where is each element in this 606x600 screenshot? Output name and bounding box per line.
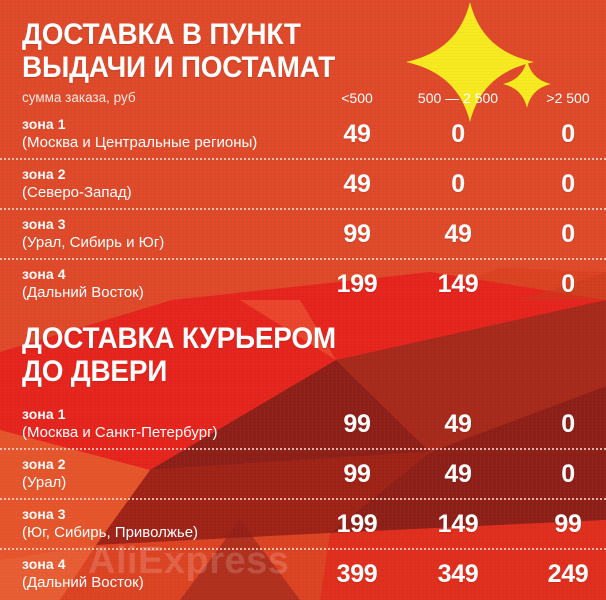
row-label: зона 1 (Москва и Центральные регионы): [22, 110, 257, 158]
row-label: зона 3 (Юг, Сибирь, Приволжье): [22, 500, 198, 548]
price-cell: 49: [343, 169, 371, 198]
zone-name: зона 1: [22, 406, 66, 422]
price-cell: 249: [547, 559, 589, 588]
price-cell: 0: [451, 169, 465, 198]
zone-name: зона 1: [22, 116, 66, 132]
price-cell: 199: [336, 509, 378, 538]
price-cell: 0: [561, 169, 575, 198]
price-cell: 0: [561, 119, 575, 148]
zone-region: (Урал, Сибирь и Юг): [22, 234, 165, 251]
zone-name: зона 2: [22, 166, 66, 182]
pricing-table-courier: зона 1 (Москва и Санкт-Петербург) 99 49 …: [0, 400, 606, 598]
row-label: зона 3 (Урал, Сибирь и Юг): [22, 210, 164, 258]
price-cell: 99: [554, 509, 582, 538]
price-cell: 99: [343, 409, 371, 438]
column-header-under-500: <500: [341, 90, 373, 106]
price-cell: 49: [444, 459, 472, 488]
section-title-pickup: ДОСТАВКА В ПУНКТ ВЫДАЧИ И ПОСТАМАТ: [22, 18, 336, 84]
zone-name: зона 3: [22, 506, 66, 522]
zone-region: (Северо-Запад): [22, 184, 132, 201]
table-row: зона 3 (Юг, Сибирь, Приволжье) 199 149 9…: [0, 500, 606, 550]
price-cell: 199: [336, 269, 378, 298]
price-cell: 99: [343, 219, 371, 248]
section-title-courier: ДОСТАВКА КУРЬЕРОМ ДО ДВЕРИ: [22, 322, 336, 388]
price-cell: 0: [451, 119, 465, 148]
price-cell: 149: [437, 509, 479, 538]
table-row: зона 1 (Москва и Центральные регионы) 49…: [0, 110, 606, 160]
row-label: зона 4 (Дальний Восток): [22, 550, 144, 598]
price-cell: 49: [343, 119, 371, 148]
zone-region: (Москва и Центральные регионы): [22, 134, 258, 151]
zone-name: зона 4: [22, 556, 66, 572]
zone-name: зона 3: [22, 216, 66, 232]
order-sum-label: сумма заказа, руб: [22, 90, 136, 105]
table-row: зона 4 (Дальний Восток) 399 349 249: [0, 550, 606, 598]
table-row: зона 3 (Урал, Сибирь и Юг) 99 49 0: [0, 210, 606, 260]
price-cell: 0: [561, 409, 575, 438]
row-label: зона 1 (Москва и Санкт-Петербург): [22, 400, 218, 448]
row-label: зона 4 (Дальний Восток): [22, 260, 144, 308]
price-cell: 49: [444, 409, 472, 438]
price-cell: 0: [561, 459, 575, 488]
table-row: зона 2 (Урал) 99 49 0: [0, 450, 606, 500]
zone-region: (Дальний Восток): [22, 574, 144, 591]
table-row: зона 1 (Москва и Санкт-Петербург) 99 49 …: [0, 400, 606, 450]
zone-region: (Урал): [22, 474, 67, 491]
column-header-over-2500: >2 500: [546, 90, 590, 106]
price-cell: 349: [437, 559, 479, 588]
column-header-row: сумма заказа, руб <500 500 — 2 500 >2 50…: [0, 88, 606, 108]
price-cell: 399: [336, 559, 378, 588]
price-cell: 0: [561, 269, 575, 298]
row-label: зона 2 (Урал): [22, 450, 66, 498]
price-cell: 149: [437, 269, 479, 298]
zone-region: (Юг, Сибирь, Приволжье): [22, 524, 199, 541]
price-cell: 0: [561, 219, 575, 248]
zone-name: зона 4: [22, 266, 66, 282]
column-header-500-to-2500: 500 — 2 500: [417, 90, 499, 106]
price-cell: 99: [343, 459, 371, 488]
price-cell: 49: [444, 219, 472, 248]
zone-name: зона 2: [22, 456, 66, 472]
table-row: зона 2 (Северо-Запад) 49 0 0: [0, 160, 606, 210]
row-label: зона 2 (Северо-Запад): [22, 160, 132, 208]
table-row: зона 4 (Дальний Восток) 199 149 0: [0, 260, 606, 308]
zone-region: (Дальний Восток): [22, 284, 144, 301]
zone-region: (Москва и Санкт-Петербург): [22, 424, 218, 441]
pricing-table-pickup: зона 1 (Москва и Центральные регионы) 49…: [0, 110, 606, 308]
